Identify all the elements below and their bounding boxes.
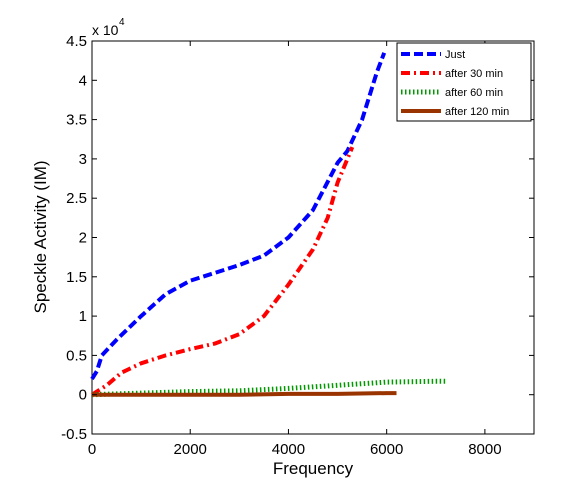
y-tick-label: 3 — [79, 151, 87, 168]
series-layer — [90, 52, 446, 398]
x-tick-label: 8000 — [468, 441, 501, 458]
legend: Just after 30 min after 60 min after 120 mi… — [396, 42, 532, 122]
y-tick-label: 0.5 — [66, 347, 87, 364]
series-line-1 — [90, 52, 387, 381]
y-tick-label: 1.5 — [66, 269, 87, 286]
y-tick-label: -0.5 — [61, 426, 87, 443]
x-ticks: 0 2000 4000 6000 8000 — [88, 41, 502, 458]
x-tick-label: 2000 — [174, 441, 207, 458]
y-tick-label: 4.5 — [66, 33, 87, 50]
y-tick-label: 2 — [79, 230, 87, 247]
y-tick-label: 1 — [79, 308, 87, 325]
y-exponent-power: 4 — [119, 17, 125, 28]
legend-label-2: after 30 min — [445, 68, 503, 80]
y-tick-label: 2.5 — [66, 190, 87, 207]
x-axis-title: Frequency — [273, 459, 354, 478]
y-ticks: -0.5 0 0.5 1 1.5 2 2.5 3 3.5 4 4.5 — [61, 33, 534, 443]
series-line-4 — [92, 391, 397, 397]
y-tick-label: 4 — [79, 72, 87, 89]
series-line-2 — [90, 146, 355, 397]
x-tick-label: 4000 — [272, 441, 305, 458]
legend-label-4: after 120 min — [445, 106, 509, 118]
x-tick-label: 6000 — [370, 441, 403, 458]
series-line-3 — [91, 378, 446, 398]
legend-label-1: Just — [445, 49, 465, 61]
x-tick-label: 0 — [88, 441, 96, 458]
y-exponent-base: x 10 — [92, 22, 119, 38]
y-tick-label: 3.5 — [66, 112, 87, 129]
legend-label-3: after 60 min — [445, 87, 503, 99]
y-tick-label: 0 — [79, 387, 87, 404]
legend-entries: Just after 30 min after 60 min after 120 mi… — [401, 49, 509, 118]
y-axis-title: Speckle Activity (IM) — [31, 160, 50, 313]
